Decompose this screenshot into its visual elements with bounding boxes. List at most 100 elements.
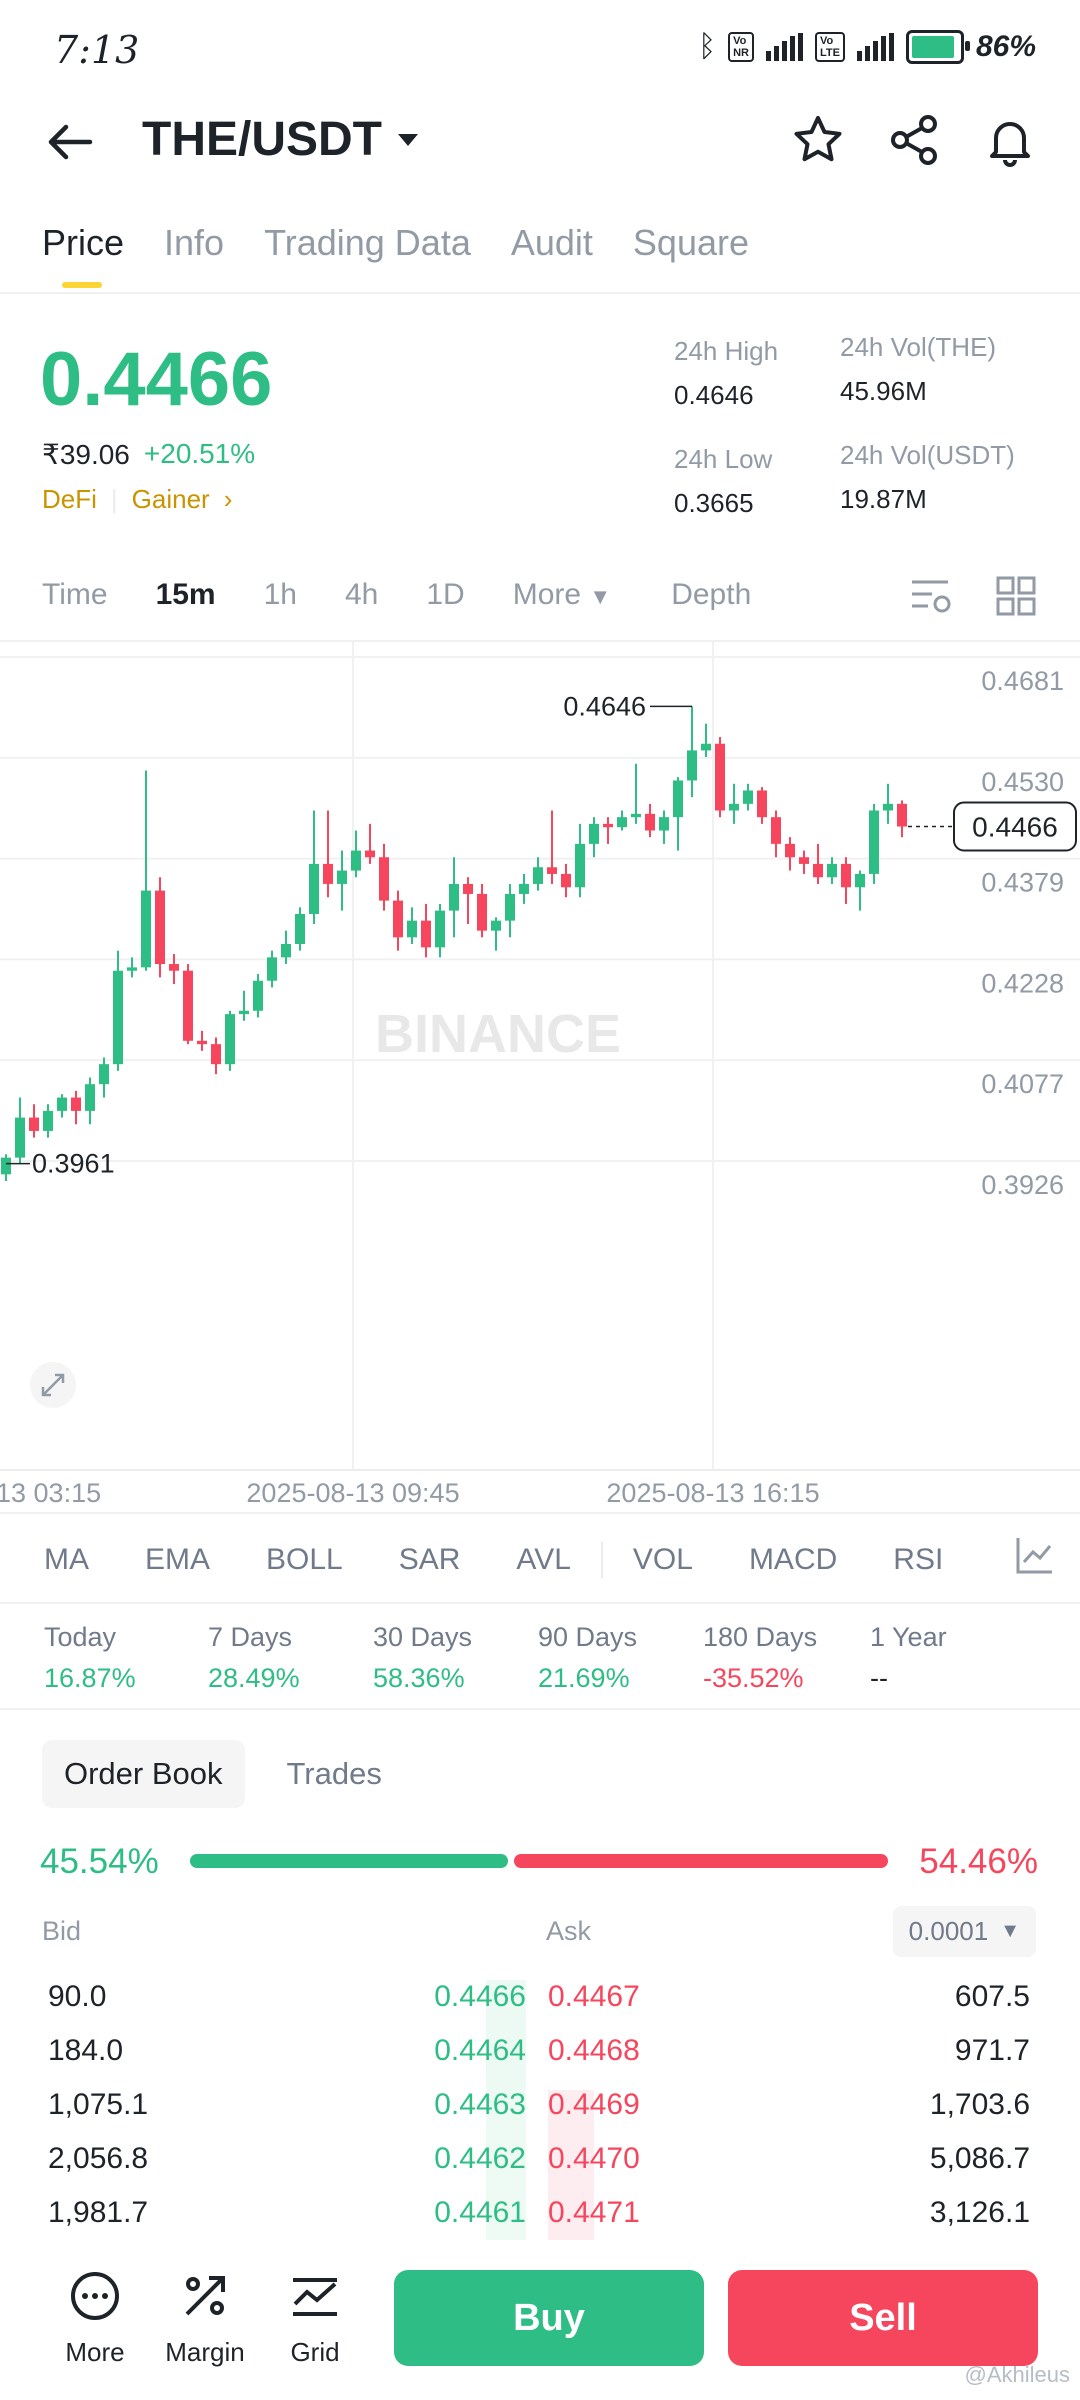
- candle: [757, 787, 767, 824]
- candle-body: [57, 1097, 67, 1111]
- ask-qty: 607.5: [954, 1980, 1030, 2013]
- candle: [491, 917, 501, 951]
- candle-body: [603, 823, 613, 828]
- tab-square[interactable]: Square: [632, 222, 750, 263]
- fiat-line: ₹39.06 +20.51%: [42, 438, 255, 471]
- y-tick-label: 0.4228: [981, 968, 1064, 998]
- perf-180d: 180 Days -35.52%: [703, 1622, 817, 1694]
- perf-value: 28.49%: [208, 1663, 300, 1693]
- favorite-button[interactable]: [790, 112, 846, 168]
- indicator-sar[interactable]: SAR: [398, 1543, 461, 1576]
- candlestick-chart[interactable]: BINANCE 0.46810.45300.43790.42280.40770.…: [0, 640, 1080, 1520]
- candle: [589, 817, 599, 858]
- tab-trades[interactable]: Trades: [286, 1756, 382, 1791]
- tag-gainer[interactable]: Gainer: [131, 484, 210, 514]
- candle: [701, 723, 711, 758]
- candle: [225, 1010, 235, 1071]
- layout-button[interactable]: [996, 576, 1036, 621]
- order-book-row[interactable]: 2,056.8 0.4462 0.4470 5,086.7: [0, 2132, 1080, 2186]
- interval-1h[interactable]: 1h: [263, 578, 297, 611]
- more-button[interactable]: More: [60, 2270, 130, 2368]
- candle: [29, 1104, 39, 1138]
- candle: [659, 810, 669, 844]
- perf-7d: 7 Days 28.49%: [208, 1622, 300, 1694]
- candle: [253, 974, 263, 1018]
- order-book-row[interactable]: 1,981.7 0.4461 0.4471 3,126.1: [0, 2186, 1080, 2240]
- buy-button[interactable]: Buy: [394, 2270, 704, 2366]
- margin-button[interactable]: Margin: [160, 2270, 250, 2368]
- grid-button[interactable]: Grid: [280, 2270, 350, 2368]
- indicator-boll[interactable]: BOLL: [266, 1543, 343, 1576]
- candle-body: [71, 1097, 81, 1111]
- precision-select[interactable]: 0.0001 ▼: [892, 1906, 1036, 1957]
- candle-body: [15, 1117, 25, 1158]
- perf-today: Today 16.87%: [44, 1622, 136, 1694]
- chart-settings-button[interactable]: [910, 576, 952, 621]
- chevron-right-icon: ›: [223, 484, 233, 514]
- tag-defi[interactable]: DeFi: [42, 484, 97, 514]
- candle-body: [729, 803, 739, 811]
- sell-button[interactable]: Sell: [728, 2270, 1038, 2366]
- main-tabs: Price Info Trading Data Audit Square: [42, 222, 749, 288]
- interval-depth[interactable]: Depth: [671, 578, 752, 611]
- candle-body: [407, 920, 417, 938]
- indicator-bar: MA EMA BOLL SAR AVL VOL MACD RSI: [44, 1542, 999, 1578]
- back-button[interactable]: [40, 112, 100, 172]
- indicator-macd[interactable]: MACD: [748, 1543, 838, 1576]
- tab-order-book[interactable]: Order Book: [42, 1740, 245, 1808]
- bid-price: 0.4462: [434, 2142, 526, 2175]
- candle: [379, 843, 389, 911]
- interval-time[interactable]: Time: [42, 578, 108, 611]
- indicator-vol[interactable]: VOL: [632, 1543, 693, 1576]
- y-tick-label: 0.4681: [981, 666, 1064, 696]
- candle: [827, 857, 837, 884]
- order-book-row[interactable]: 1,075.1 0.4463 0.4469 1,703.6: [0, 2078, 1080, 2132]
- interval-1d[interactable]: 1D: [426, 578, 465, 611]
- candle-body: [225, 1014, 235, 1065]
- order-book-row[interactable]: 90.0 0.4466 0.4467 607.5: [0, 1970, 1080, 2024]
- order-book-row[interactable]: 184.0 0.4464 0.4468 971.7: [0, 2024, 1080, 2078]
- candle: [631, 763, 641, 824]
- x-axis: 13 03:15 2025-08-13 09:45 2025-08-13 16:15: [0, 1478, 820, 1508]
- candle: [771, 810, 781, 858]
- tab-price[interactable]: Price: [42, 222, 124, 288]
- pair-selector[interactable]: THE/USDT: [142, 112, 420, 167]
- candle: [729, 783, 739, 824]
- order-book-tabs: Order Book Trades: [42, 1740, 404, 1808]
- candle: [813, 843, 823, 884]
- candle: [99, 1057, 109, 1098]
- indicator-settings-button[interactable]: [1014, 1534, 1056, 1581]
- tab-audit[interactable]: Audit: [510, 222, 593, 263]
- candle: [71, 1090, 81, 1125]
- volte-icon: Vo LTE: [814, 32, 845, 62]
- fullscreen-button[interactable]: [30, 1362, 76, 1408]
- candle-body: [799, 857, 809, 864]
- ask-price: 0.4467: [548, 1980, 640, 2013]
- price-alert-button[interactable]: [982, 112, 1038, 168]
- candle: [239, 990, 249, 1021]
- bid-ratio-fill: [190, 1854, 508, 1868]
- share-button[interactable]: [886, 112, 942, 168]
- more-dots-icon: [71, 2272, 119, 2320]
- tab-trading-data[interactable]: Trading Data: [264, 222, 471, 263]
- indicator-ema[interactable]: EMA: [145, 1543, 211, 1576]
- ask-depth-shade: [548, 2090, 594, 2240]
- bid-qty: 1,981.7: [48, 2196, 149, 2229]
- interval-15m[interactable]: 15m: [155, 578, 216, 611]
- indicator-avl[interactable]: AVL: [516, 1543, 571, 1576]
- candle: [519, 873, 529, 904]
- candle: [393, 890, 403, 951]
- candle-body: [155, 890, 165, 965]
- chart-grid: [0, 640, 1080, 1471]
- candle: [743, 783, 753, 811]
- indicator-rsi[interactable]: RSI: [893, 1543, 944, 1576]
- interval-more[interactable]: More ▼: [513, 578, 611, 612]
- tab-info[interactable]: Info: [164, 222, 225, 263]
- perf-label: 7 Days: [208, 1622, 293, 1652]
- indicator-ma[interactable]: MA: [44, 1543, 89, 1576]
- candle-body: [715, 743, 725, 811]
- candle-body: [813, 863, 823, 878]
- interval-4h[interactable]: 4h: [344, 578, 379, 611]
- back-arrow-icon: [48, 124, 93, 160]
- candle-body: [771, 817, 781, 844]
